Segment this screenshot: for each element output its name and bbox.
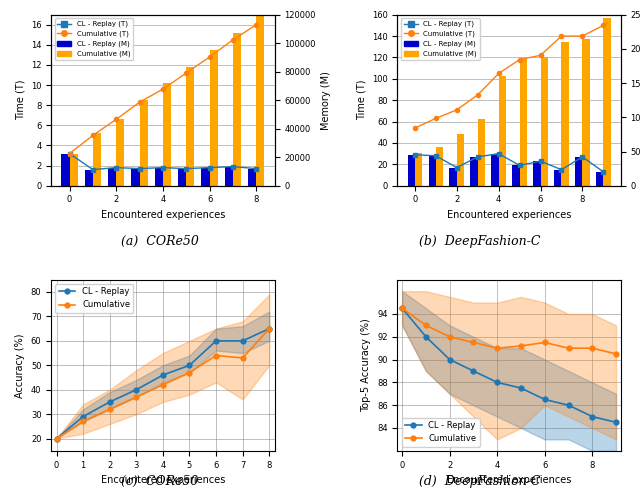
X-axis label: Encountered experiences: Encountered experiences xyxy=(447,210,572,220)
Bar xyxy=(93,133,101,186)
Cumulative xyxy=(588,345,596,351)
Cumulative xyxy=(422,322,430,328)
Bar xyxy=(140,100,148,186)
Cumulative xyxy=(106,406,113,412)
X-axis label: Encountered experiences: Encountered experiences xyxy=(100,210,225,220)
Bar xyxy=(449,168,457,186)
Text: (b)  DeepFashion-C: (b) DeepFashion-C xyxy=(419,235,541,248)
Text: (d)  DeepFashion-C: (d) DeepFashion-C xyxy=(419,475,541,488)
Bar xyxy=(512,166,520,186)
Bar xyxy=(408,155,415,186)
CL - Replay xyxy=(493,379,501,385)
X-axis label: Encountered experiences: Encountered experiences xyxy=(447,475,572,485)
Bar xyxy=(492,154,499,186)
Bar xyxy=(477,120,485,186)
Bar xyxy=(415,153,422,186)
Cumulative xyxy=(132,394,140,400)
Bar xyxy=(541,57,548,186)
CL - Replay xyxy=(588,414,596,419)
Text: (c)  CORe50: (c) CORe50 xyxy=(122,475,198,488)
Cumulative xyxy=(212,353,220,359)
Cumulative xyxy=(266,326,273,332)
Line: Cumulative: Cumulative xyxy=(400,306,618,356)
Bar xyxy=(84,170,93,186)
Bar xyxy=(131,169,140,186)
Text: (a)  CORe50: (a) CORe50 xyxy=(121,235,199,248)
CL - Replay xyxy=(132,387,140,392)
Bar xyxy=(499,76,506,186)
CL - Replay xyxy=(541,396,548,402)
Y-axis label: Time (T): Time (T) xyxy=(15,80,26,121)
Bar xyxy=(108,168,116,186)
Cumulative xyxy=(493,345,501,351)
CL - Replay xyxy=(564,402,572,408)
Bar xyxy=(256,15,264,186)
Cumulative xyxy=(446,334,454,340)
Legend: CL - Replay (T), Cumulative (T), CL - Replay (M), Cumulative (M): CL - Replay (T), Cumulative (T), CL - Re… xyxy=(54,18,133,60)
CL - Replay xyxy=(212,338,220,344)
Bar xyxy=(436,147,443,186)
Cumulative xyxy=(612,351,620,357)
CL - Replay xyxy=(79,414,87,419)
Bar xyxy=(178,169,186,186)
CL - Replay xyxy=(446,357,454,363)
Bar xyxy=(225,167,233,186)
Cumulative xyxy=(52,436,60,441)
CL - Replay xyxy=(52,436,60,441)
Bar xyxy=(61,153,70,186)
Y-axis label: Time (T): Time (T) xyxy=(356,80,366,121)
Bar xyxy=(429,156,436,186)
Cumulative xyxy=(564,345,572,351)
Bar xyxy=(457,134,464,186)
Cumulative xyxy=(186,369,193,375)
CL - Replay xyxy=(517,385,525,391)
Line: Cumulative: Cumulative xyxy=(54,326,272,441)
Cumulative xyxy=(398,305,406,311)
Bar xyxy=(520,59,527,186)
Line: CL - Replay: CL - Replay xyxy=(400,306,618,425)
Bar xyxy=(604,18,611,186)
CL - Replay xyxy=(106,399,113,405)
Bar xyxy=(186,68,195,186)
Bar xyxy=(248,169,256,186)
Y-axis label: Accuracy (%): Accuracy (%) xyxy=(15,333,26,397)
Legend: CL - Replay, Cumulative: CL - Replay, Cumulative xyxy=(56,284,134,313)
Bar xyxy=(233,33,241,186)
Line: CL - Replay: CL - Replay xyxy=(54,326,272,441)
Cumulative xyxy=(239,355,246,361)
Bar xyxy=(116,119,124,186)
Cumulative xyxy=(159,382,167,388)
CL - Replay xyxy=(398,305,406,311)
CL - Replay xyxy=(186,362,193,368)
X-axis label: Encountered experiences: Encountered experiences xyxy=(100,475,225,485)
Bar xyxy=(209,50,218,186)
Bar xyxy=(202,168,209,186)
Cumulative xyxy=(517,343,525,349)
Cumulative xyxy=(470,340,477,345)
CL - Replay xyxy=(239,338,246,344)
Legend: CL - Replay (T), Cumulative (T), CL - Replay (M), Cumulative (M): CL - Replay (T), Cumulative (T), CL - Re… xyxy=(401,18,479,60)
Y-axis label: Top-5 Accuracy (%): Top-5 Accuracy (%) xyxy=(362,318,371,412)
Bar xyxy=(561,42,569,186)
Bar xyxy=(575,157,582,186)
Y-axis label: Memory (M): Memory (M) xyxy=(321,71,332,130)
CL - Replay xyxy=(266,326,273,332)
Bar xyxy=(582,39,589,186)
Cumulative xyxy=(79,418,87,424)
Bar xyxy=(70,154,77,186)
Bar xyxy=(596,172,604,186)
Bar xyxy=(554,170,561,186)
CL - Replay xyxy=(612,419,620,425)
Bar xyxy=(533,161,541,186)
Bar xyxy=(163,83,171,186)
CL - Replay xyxy=(470,368,477,374)
Legend: CL - Replay, Cumulative: CL - Replay, Cumulative xyxy=(401,418,480,446)
CL - Replay xyxy=(422,334,430,340)
Bar xyxy=(155,168,163,186)
CL - Replay xyxy=(159,372,167,378)
Bar xyxy=(470,157,477,186)
Cumulative xyxy=(541,340,548,345)
